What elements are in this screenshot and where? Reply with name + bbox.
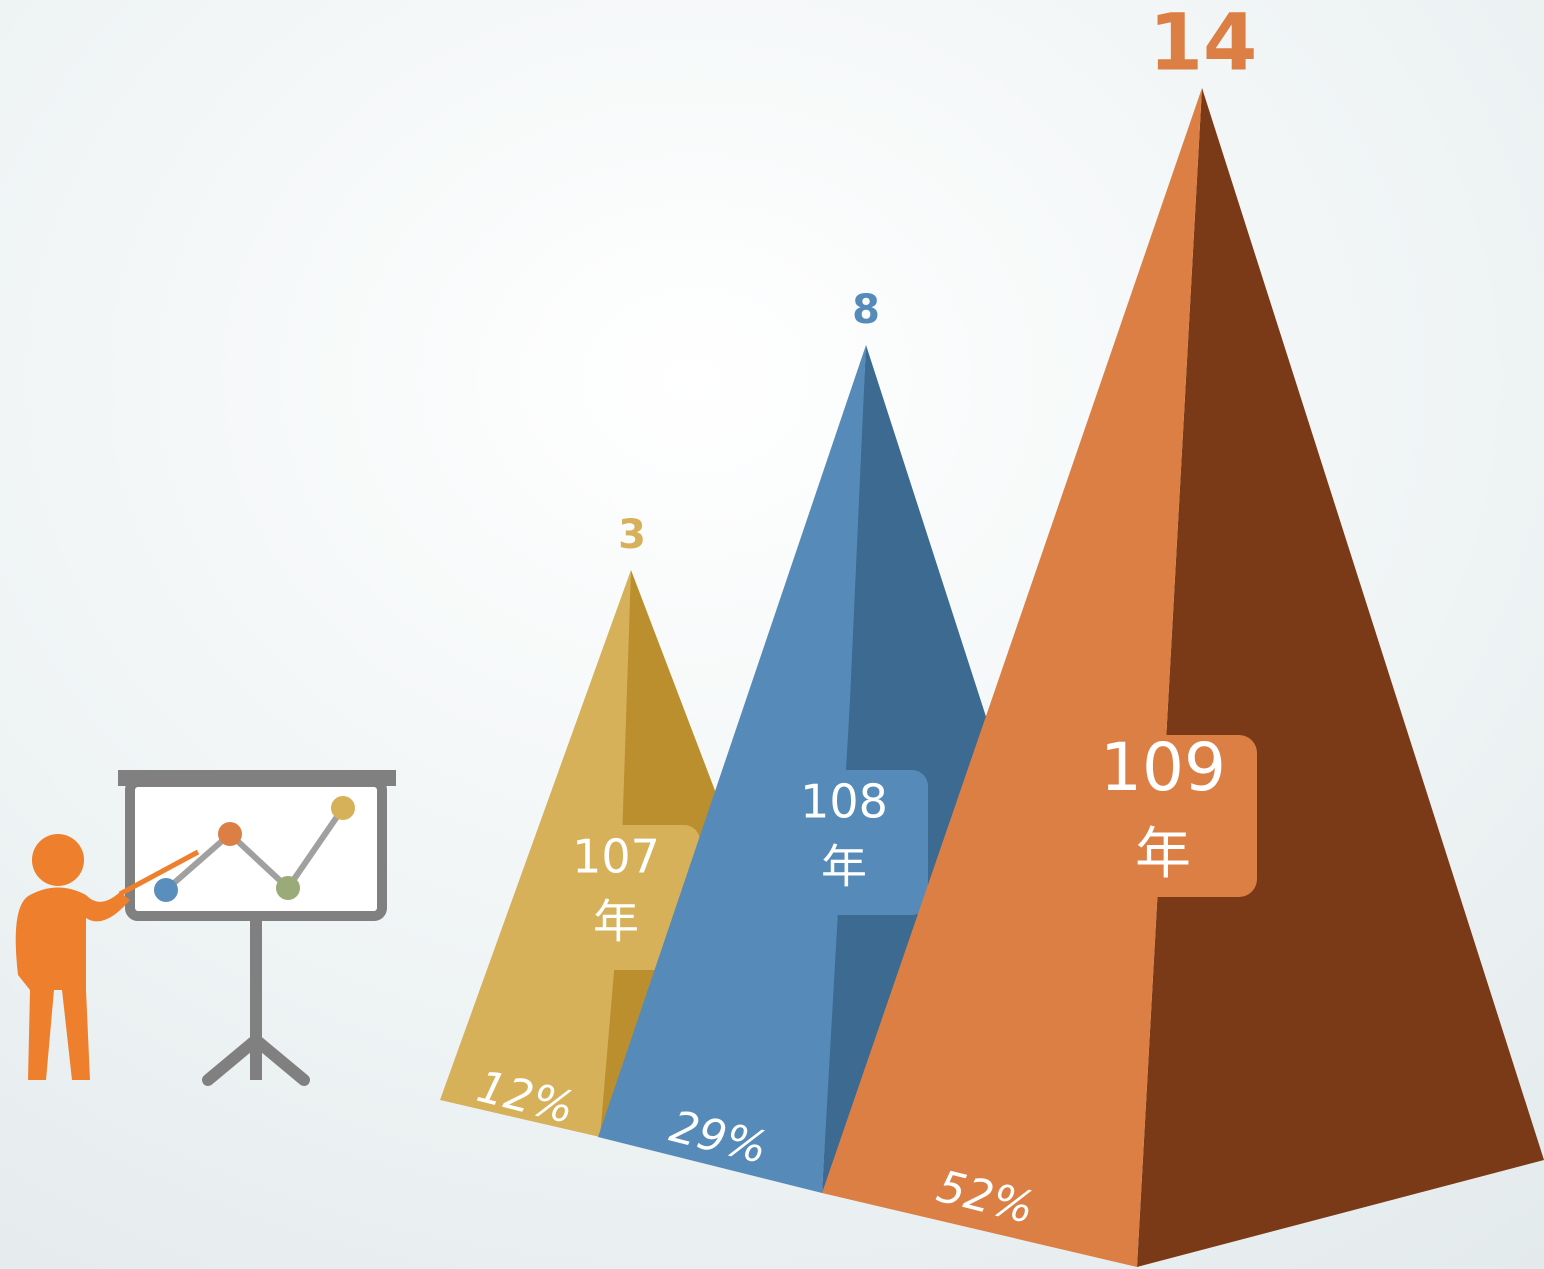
top-value: 8: [852, 287, 880, 333]
top-value: 14: [1149, 0, 1258, 88]
pyramid-107: [440, 570, 780, 1137]
year-unit: 年: [593, 895, 639, 949]
pyramid-109: [822, 88, 1544, 1267]
year: 107: [572, 830, 660, 884]
year: 108: [800, 775, 888, 829]
top-value: 3: [618, 512, 646, 558]
year: 109: [1100, 729, 1226, 806]
presenter-icon: [15, 770, 396, 1086]
year-unit: 年: [821, 840, 867, 894]
year-unit: 年: [1135, 822, 1191, 887]
